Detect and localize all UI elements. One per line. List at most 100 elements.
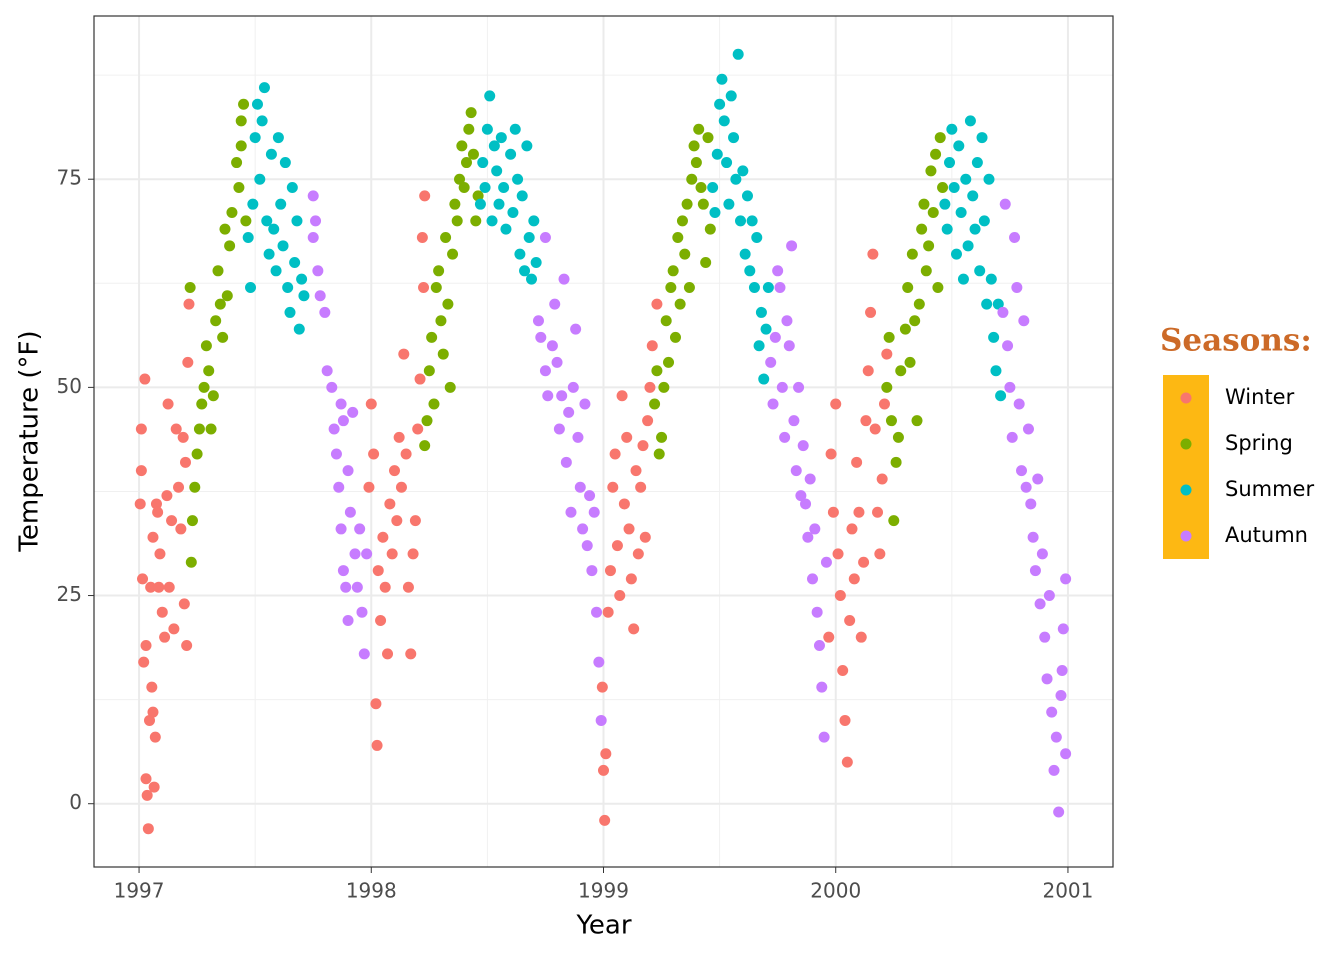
point xyxy=(372,565,384,577)
point xyxy=(1034,598,1046,610)
point xyxy=(263,248,275,260)
point xyxy=(337,415,349,427)
point xyxy=(574,481,586,493)
point xyxy=(423,365,435,377)
point xyxy=(560,456,572,468)
point xyxy=(291,215,303,227)
point xyxy=(674,298,686,310)
point xyxy=(639,531,651,543)
point xyxy=(588,506,600,518)
point xyxy=(272,132,284,144)
point xyxy=(565,506,577,518)
point xyxy=(628,623,640,635)
point xyxy=(902,281,914,293)
point xyxy=(400,448,412,460)
point xyxy=(892,431,904,443)
point xyxy=(185,556,197,568)
point xyxy=(137,573,149,585)
point xyxy=(616,390,628,402)
point xyxy=(765,356,777,368)
point xyxy=(467,148,479,160)
point xyxy=(535,331,547,343)
point xyxy=(1032,473,1044,485)
point xyxy=(586,565,598,577)
point xyxy=(528,215,540,227)
point xyxy=(144,714,156,726)
point xyxy=(995,390,1007,402)
point xyxy=(556,390,568,402)
point xyxy=(651,298,663,310)
point xyxy=(284,306,296,318)
point xyxy=(221,290,233,302)
point xyxy=(307,231,319,243)
point xyxy=(214,298,226,310)
point xyxy=(707,182,719,194)
point xyxy=(182,356,194,368)
point xyxy=(240,215,252,227)
point xyxy=(258,82,270,94)
point xyxy=(454,173,466,185)
point xyxy=(181,640,193,652)
point xyxy=(614,590,626,602)
point xyxy=(148,781,160,793)
point xyxy=(484,90,496,102)
point xyxy=(967,190,979,202)
point xyxy=(233,182,245,194)
point xyxy=(379,581,391,593)
point xyxy=(779,431,791,443)
point xyxy=(251,98,263,110)
point xyxy=(335,398,347,410)
point xyxy=(1018,315,1030,327)
point xyxy=(491,165,503,177)
point xyxy=(714,98,726,110)
point xyxy=(1060,573,1072,585)
point xyxy=(254,173,266,185)
point xyxy=(999,198,1011,210)
point xyxy=(816,681,828,693)
point xyxy=(700,256,712,268)
plot-border xyxy=(93,15,1114,868)
point xyxy=(844,615,856,627)
point xyxy=(178,598,190,610)
point xyxy=(598,764,609,776)
point xyxy=(375,615,387,627)
point xyxy=(242,231,254,243)
point xyxy=(521,140,533,152)
point xyxy=(672,231,684,243)
series xyxy=(184,98,949,568)
point xyxy=(820,556,832,568)
point xyxy=(988,331,1000,343)
point xyxy=(1053,806,1065,818)
point xyxy=(978,215,990,227)
point xyxy=(296,273,308,285)
point xyxy=(730,173,742,185)
point xyxy=(200,340,212,352)
point xyxy=(519,265,531,277)
point xyxy=(570,323,582,335)
point xyxy=(449,198,461,210)
point xyxy=(618,498,630,510)
point xyxy=(196,398,208,410)
legend-label: Winter xyxy=(1225,385,1295,409)
point xyxy=(797,440,809,452)
point xyxy=(832,548,844,560)
point xyxy=(512,173,524,185)
point xyxy=(809,523,821,535)
point xyxy=(883,331,895,343)
point xyxy=(990,365,1002,377)
point xyxy=(906,248,918,260)
point xyxy=(261,215,273,227)
point xyxy=(1002,340,1014,352)
point xyxy=(328,423,340,435)
point xyxy=(407,548,419,560)
point xyxy=(539,231,551,243)
point xyxy=(312,265,324,277)
point xyxy=(776,381,788,393)
point xyxy=(607,481,619,493)
point xyxy=(658,381,670,393)
point xyxy=(205,423,217,435)
point xyxy=(899,323,911,335)
point xyxy=(156,606,168,618)
point xyxy=(660,315,672,327)
